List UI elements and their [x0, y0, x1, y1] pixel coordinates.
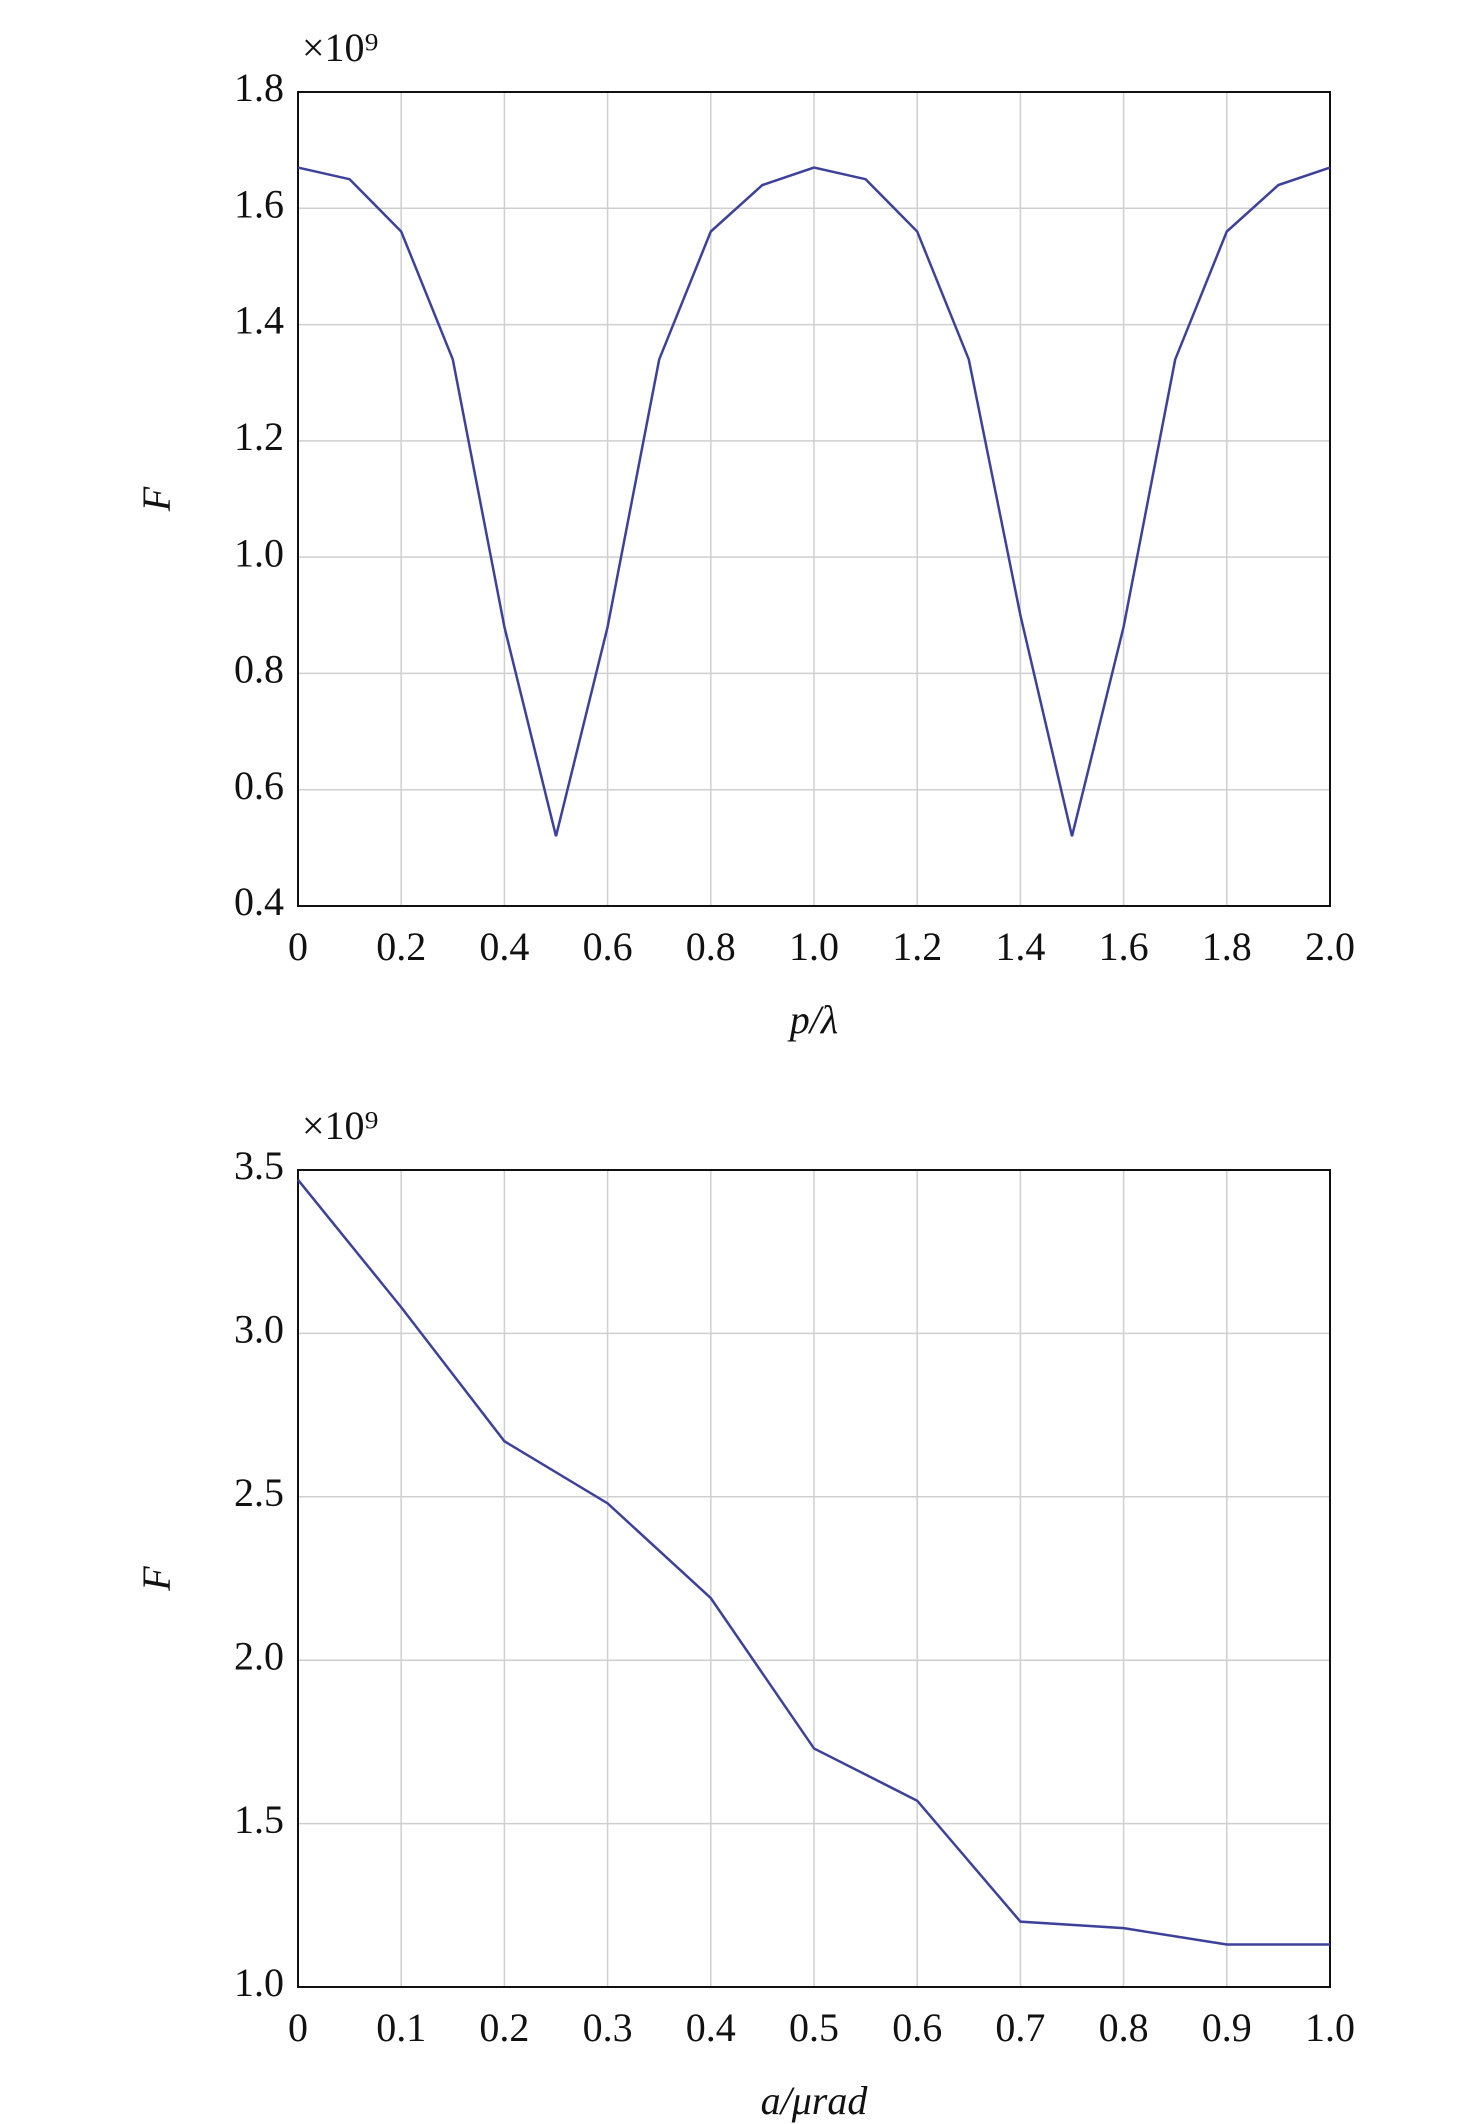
- y-tick-label: 1.0: [234, 530, 284, 575]
- x-tick-label: 2.0: [1305, 924, 1355, 969]
- x-tick-label: 1.4: [995, 924, 1045, 969]
- y-tick-label: 3.5: [234, 1143, 284, 1188]
- x-tick-label: 0.4: [479, 924, 529, 969]
- x-tick-label: 1.8: [1202, 924, 1252, 969]
- x-tick-label: 0.2: [376, 924, 426, 969]
- x-tick-label: 0: [288, 2005, 308, 2050]
- x-tick-label: 1.6: [1099, 924, 1149, 969]
- plot-frame: [297, 91, 1331, 907]
- x-tick-label: 0.6: [583, 924, 633, 969]
- y-tick-label: 1.6: [234, 181, 284, 226]
- y-tick-label: 3.0: [234, 1307, 284, 1352]
- y-tick-label: 1.2: [234, 414, 284, 459]
- x-tick-label: 0.2: [479, 2005, 529, 2050]
- x-axis-label: a/μrad: [761, 2078, 869, 2123]
- y-tick-label: 1.5: [234, 1797, 284, 1842]
- x-tick-label: 0.8: [686, 924, 736, 969]
- x-tick-label: 0.8: [1099, 2005, 1149, 2050]
- multiplier: ×10⁹: [302, 25, 379, 70]
- y-tick-label: 1.0: [234, 1960, 284, 2005]
- x-tick-label: 1.2: [892, 924, 942, 969]
- x-tick-label: 0.3: [583, 2005, 633, 2050]
- y-tick-label: 0.8: [234, 647, 284, 692]
- x-tick-label: 1.0: [789, 924, 839, 969]
- x-tick-label: 0.7: [995, 2005, 1045, 2050]
- y-axis-label: F: [134, 1566, 179, 1592]
- y-tick-label: 2.0: [234, 1633, 284, 1678]
- x-tick-label: 0.5: [789, 2005, 839, 2050]
- y-tick-label: 2.5: [234, 1470, 284, 1515]
- x-tick-label: 0.9: [1202, 2005, 1252, 2050]
- x-axis-label: p/λ: [787, 997, 838, 1042]
- multiplier: ×10⁹: [302, 1103, 379, 1148]
- y-tick-label: 1.8: [234, 65, 284, 110]
- data-line: [297, 1179, 1330, 1946]
- y-tick-label: 0.6: [234, 763, 284, 808]
- y-axis-label: F: [134, 486, 179, 512]
- x-tick-label: 0: [288, 924, 308, 969]
- y-tick-label: 0.4: [234, 879, 284, 924]
- x-tick-label: 0.6: [892, 2005, 942, 2050]
- x-tick-label: 1.0: [1305, 2005, 1355, 2050]
- x-tick-label: 0.1: [376, 2005, 426, 2050]
- x-tick-label: 0.4: [686, 2005, 736, 2050]
- data-line: [297, 166, 1331, 837]
- y-tick-label: 1.4: [234, 298, 284, 343]
- plot-frame: [297, 1169, 1331, 1988]
